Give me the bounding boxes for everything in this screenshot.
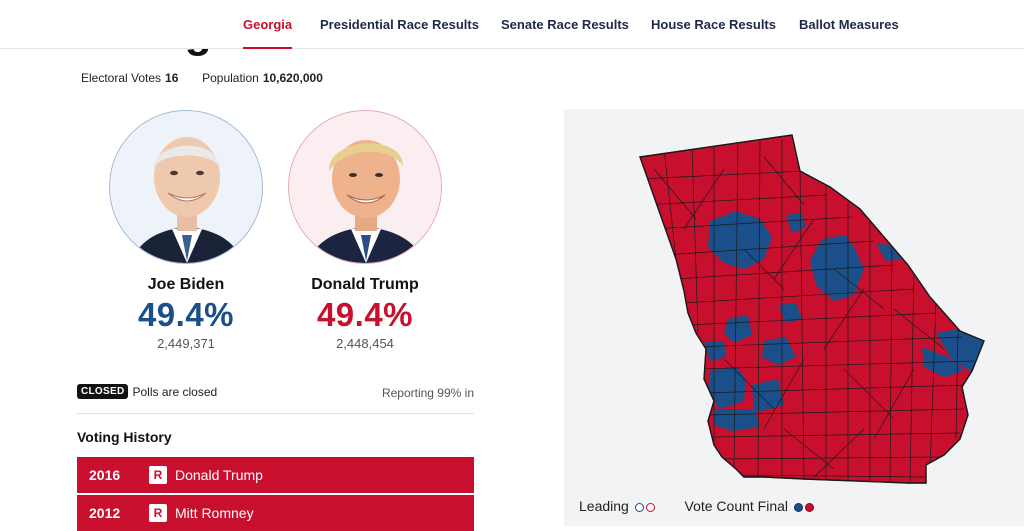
candidate-votes: 2,449,371 (157, 336, 215, 351)
poll-status: CLOSED Polls are closed Reporting 99% in (77, 384, 474, 414)
southwest-counties[interactable] (708, 367, 746, 409)
voting-history-row: 2016 R Donald Trump (77, 457, 474, 493)
candidate-percent: 49.4% (316, 296, 414, 333)
state-outline (639, 134, 985, 484)
candidate-percent: 49.4% (137, 296, 235, 333)
county-regions (640, 136, 984, 483)
county-borders (640, 136, 975, 483)
history-year: 2012 (89, 505, 121, 521)
augusta-area-counties[interactable] (810, 235, 864, 301)
county-map-panel (564, 109, 1024, 526)
georgia-county-map[interactable] (564, 109, 1024, 526)
top-navigation: Georgia Presidential Race Results Senate… (0, 0, 1024, 49)
party-badge: R (149, 466, 167, 484)
tab-presidential-race-results[interactable]: Presidential Race Results (320, 17, 479, 32)
county-region[interactable] (778, 303, 802, 323)
final-dem-dot-icon (793, 502, 803, 512)
legend-final-label: Vote Count Final (684, 498, 789, 514)
closed-badge: CLOSED (77, 384, 129, 400)
tab-ballot-measures[interactable]: Ballot Measures (799, 17, 899, 32)
map-legend: Leading Vote Count Final (579, 498, 814, 514)
candidate-votes: 2,448,454 (336, 336, 394, 351)
polls-closed-text: Polls are closed (132, 384, 218, 399)
history-winner: Mitt Romney (175, 505, 254, 521)
metro-atlanta-counties[interactable] (708, 211, 772, 269)
candidate-name: Donald Trump (311, 276, 419, 293)
population-label: Population (202, 71, 259, 85)
state-stats: Electoral Votes 16 Population 10,620,000 (81, 71, 323, 85)
electoral-votes-value: 16 (165, 71, 179, 85)
party-badge: R (149, 504, 167, 522)
candidate-card-biden: Joe Biden 49.4% 2,449,371 (86, 110, 286, 351)
history-winner: Donald Trump (175, 467, 263, 483)
candidate-card-trump: Donald Trump 49.4% 2,448,454 (265, 110, 465, 351)
voting-history-row: 2012 R Mitt Romney (77, 495, 474, 531)
tab-house-race-results[interactable]: House Race Results (651, 17, 776, 32)
reporting-status: Reporting 99% in (381, 386, 474, 400)
tab-senate-race-results[interactable]: Senate Race Results (501, 17, 629, 32)
county-region[interactable] (752, 379, 784, 413)
candidate-photo-trump (288, 110, 442, 264)
savannah-area-counties[interactable] (936, 327, 984, 371)
leading-rep-dot-icon (645, 502, 655, 512)
electoral-votes-label: Electoral Votes (81, 71, 162, 85)
population-value: 10,620,000 (262, 71, 323, 85)
tab-georgia[interactable]: Georgia (243, 0, 293, 49)
voting-history-title: Voting History (77, 429, 172, 445)
legend-leading-label: Leading (579, 498, 629, 514)
history-year: 2016 (89, 467, 121, 483)
final-rep-dot-icon (804, 502, 814, 512)
leading-dem-dot-icon (634, 502, 644, 512)
candidate-name: Joe Biden (147, 276, 225, 293)
candidate-photo-biden (109, 110, 263, 264)
